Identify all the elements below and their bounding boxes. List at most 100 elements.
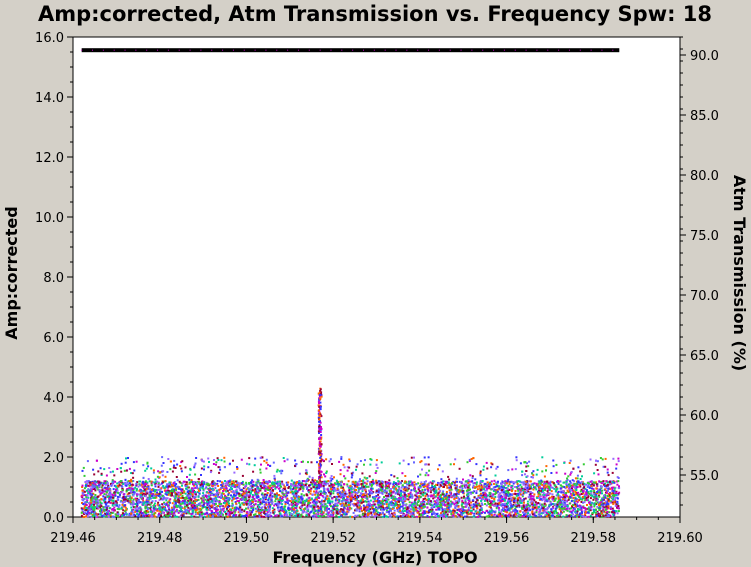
data-point [156,493,159,496]
data-point [612,486,614,489]
data-point [431,488,434,491]
data-point [104,480,107,483]
data-point [387,507,389,510]
data-point [200,467,203,470]
data-point [161,503,164,506]
data-point [140,510,142,513]
data-point [300,513,303,516]
data-point [537,490,539,493]
data-point [292,499,295,502]
data-point [163,501,166,504]
data-point [450,505,452,508]
data-point [599,457,602,459]
data-point [529,480,532,483]
data-point [283,514,286,517]
data-point [574,503,577,506]
data-point [203,465,206,468]
data-point [337,511,340,514]
data-point [584,516,587,518]
data-point [401,499,404,502]
data-point [308,475,311,478]
data-point [221,505,224,508]
data-point [374,513,377,516]
data-point [580,508,583,511]
data-point [108,496,111,499]
data-point [327,497,330,500]
data-point [247,506,250,509]
data-point [264,513,267,515]
data-point [462,478,464,481]
data-point [171,485,173,488]
data-point [291,508,294,511]
data-point [595,481,598,484]
data-point [111,508,114,511]
data-point [611,490,614,493]
data-point [128,482,131,485]
data-point [533,493,536,496]
data-point [130,509,133,512]
data-point [440,506,443,509]
data-point [301,497,304,500]
data-point [527,486,530,489]
data-point [365,500,368,503]
data-point [474,478,477,481]
data-point [331,515,334,518]
data-point [188,497,191,500]
data-point [401,505,404,508]
data-point [310,461,313,464]
data-point [221,512,224,515]
data-point [220,510,222,513]
data-point [176,510,178,513]
data-point [242,483,245,486]
data-point [314,487,317,490]
data-point [477,494,480,497]
data-point [495,483,498,486]
data-point [238,501,241,504]
data-point [409,483,412,486]
data-point [429,508,432,511]
data-point [222,513,224,516]
data-point [301,511,304,514]
data-point [171,502,174,505]
data-point [89,487,92,490]
data-point [174,495,177,498]
data-point [514,468,517,471]
data-point [364,506,367,509]
data-point [541,490,544,492]
data-point [260,493,263,496]
data-point [207,466,210,469]
data-point [610,500,612,503]
data-point [438,498,441,501]
data-point [584,513,587,516]
data-point [375,506,377,509]
data-point [387,503,390,506]
data-point [315,515,318,518]
data-point [409,491,412,494]
data-point [545,493,548,496]
data-point [471,477,474,480]
data-point [370,489,373,491]
data-point [488,484,490,487]
data-point [408,505,411,508]
data-point [199,515,202,518]
data-point [206,504,209,506]
data-point [448,498,450,501]
data-point [271,501,274,504]
data-point [401,472,404,475]
data-point [180,467,183,470]
data-point [561,499,564,502]
data-point [297,512,300,515]
data-point [232,510,235,513]
data-point [98,505,100,508]
data-point [511,505,514,508]
data-point [385,490,388,493]
data-point [344,501,347,504]
data-point [542,485,545,488]
data-point [181,484,183,487]
data-point [124,498,127,501]
data-point [504,490,507,493]
data-point [152,496,155,499]
data-point [268,495,271,498]
data-point [126,493,129,496]
data-point [162,485,165,487]
